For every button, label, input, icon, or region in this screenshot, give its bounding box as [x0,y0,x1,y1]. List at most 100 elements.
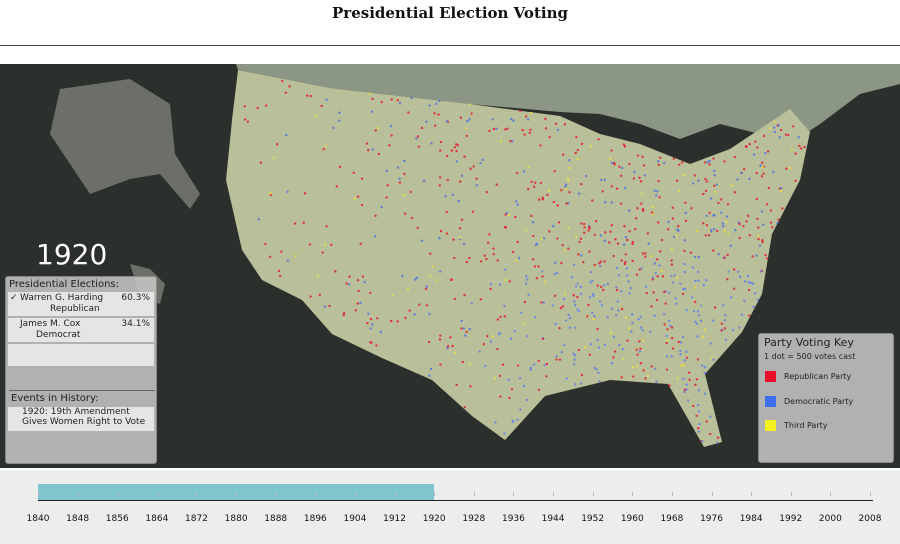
vote-dot [272,156,276,159]
key-panel: Party Voting Key 1 dot = 500 votes cast … [758,333,894,463]
vote-dot [615,267,619,270]
timeline-year[interactable]: 2000 [818,514,842,524]
vote-dot [345,282,348,285]
vote-dot [324,144,328,148]
timeline-year[interactable]: 1856 [105,514,129,524]
vote-dot [458,180,462,183]
timeline-year[interactable]: 1992 [779,514,803,524]
vote-dot [488,129,491,133]
vote-dot [533,316,537,319]
vote-dot [516,240,519,244]
timeline-year[interactable]: 2008 [858,514,882,524]
vote-dot [567,159,571,162]
vote-dot [697,179,700,182]
vote-dot [553,294,557,298]
vote-dot [715,441,719,444]
vote-dot [433,124,437,127]
vote-dot [707,233,711,237]
vote-dot [496,259,499,262]
timeline-year[interactable]: 1944 [541,514,565,524]
vote-dot [595,368,598,371]
year-label: 1920 [36,238,108,271]
timeline-year[interactable]: 1888 [264,514,288,524]
vote-dot [360,203,364,207]
vote-dot [742,167,746,171]
timeline-year[interactable]: 1848 [66,514,90,524]
vote-dot [657,179,660,183]
vote-dot [630,330,633,333]
vote-dot [573,303,577,307]
timeline-year[interactable]: 1864 [145,514,169,524]
vote-dot [498,331,502,335]
vote-dot [713,169,716,173]
timeline-year[interactable]: 1904 [343,514,367,524]
vote-dot [799,147,803,150]
vote-dot [445,210,448,214]
vote-dot [409,190,412,194]
timeline-year[interactable]: 1920 [422,514,446,524]
vote-dot [509,337,513,340]
vote-dot [323,243,327,247]
vote-dot [600,304,604,307]
vote-dot [558,358,562,361]
timeline-year[interactable]: 1952 [581,514,605,524]
vote-dot [750,281,753,285]
timeline-tick [275,492,277,496]
vote-dot [396,166,400,169]
vote-dot [737,270,740,273]
vote-dot [671,336,674,340]
vote-dot [511,140,514,143]
vote-dot [696,403,700,407]
vote-dot [591,279,594,283]
vote-dot [754,140,757,143]
vote-dot [683,359,686,362]
vote-dot [374,129,377,132]
timeline-year[interactable]: 1880 [224,514,248,524]
vote-dot [518,377,522,380]
timeline-tick [830,492,832,496]
vote-dot [772,170,775,174]
timeline-tick [38,492,39,496]
timeline-year[interactable]: 1976 [700,514,723,524]
vote-dot [748,177,751,181]
vote-dot [556,128,560,132]
vote-dot [342,311,346,315]
timeline-year[interactable]: 1872 [185,514,208,524]
vote-dot [527,165,530,169]
vote-dot [572,352,576,356]
vote-dot [711,319,715,322]
vote-dot [560,188,563,192]
vote-dot [703,366,707,369]
vote-dot [491,335,495,338]
vote-dot [328,304,331,308]
timeline-year[interactable]: 1896 [303,514,327,524]
vote-dot [580,182,583,186]
vote-dot [746,274,750,278]
vote-dot [404,316,407,320]
vote-dot [564,187,568,190]
timeline-year[interactable]: 1912 [383,514,407,524]
timeline-tick [315,492,317,496]
timeline-year[interactable]: 1968 [660,514,684,524]
vote-dot [668,291,671,295]
timeline-year[interactable]: 1960 [620,514,644,524]
vote-dot [761,239,764,242]
vote-dot [498,283,502,286]
vote-dot [576,282,580,285]
timeline-year[interactable]: 1928 [462,514,486,524]
timeline-year[interactable]: 1840 [26,514,50,524]
vote-dot [704,177,707,181]
vote-dot [338,119,341,122]
vote-dot [641,339,645,342]
vote-dot [704,161,707,164]
vote-dot [670,275,673,278]
vote-dot [356,302,359,305]
timeline-year[interactable]: 1984 [739,514,763,524]
vote-dot [371,148,374,151]
timeline-year[interactable]: 1936 [501,514,525,524]
vote-dot [778,136,781,139]
vote-dot [510,388,514,391]
vote-dot [583,231,586,235]
timeline-tick [671,492,673,496]
vote-dot [653,189,656,193]
